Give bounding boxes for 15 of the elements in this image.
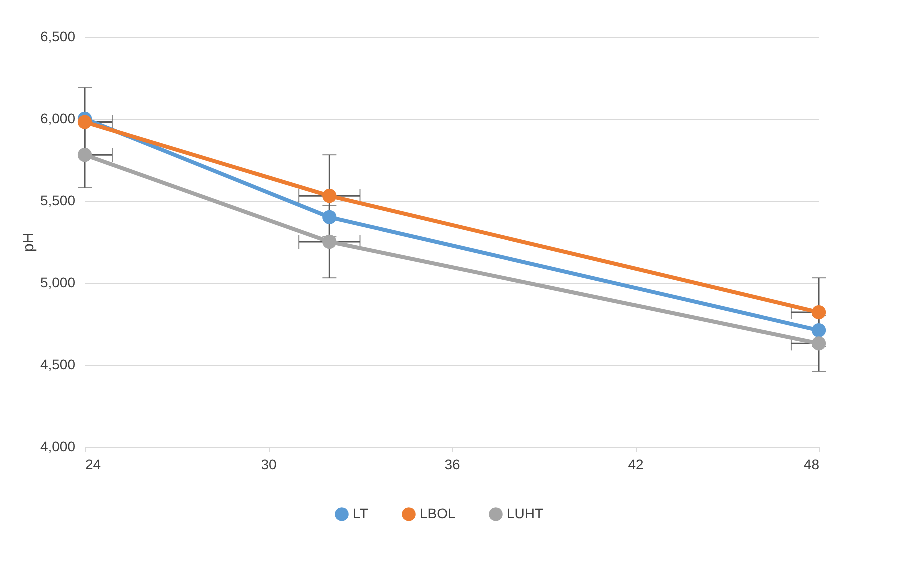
y-tick-label: 6,000 [40, 110, 76, 126]
x-tick-label: 24 [86, 456, 102, 472]
legend-label: LUHT [507, 505, 544, 522]
y-axis-title: pH [20, 232, 38, 252]
y-tick-label: 5,500 [40, 192, 76, 208]
y-tick-label: 4,000 [40, 438, 76, 454]
y-tick-label: 4,500 [40, 356, 76, 372]
x-tick-label: 42 [628, 456, 644, 472]
x-tick-label: 48 [804, 456, 820, 472]
x-tick-label: 36 [444, 456, 460, 472]
y-tick-label: 5,000 [40, 274, 76, 290]
legend-label: LT [353, 505, 369, 522]
legend-label: LBOL [420, 505, 456, 522]
x-tick-label: 30 [261, 456, 277, 472]
y-tick-label: 6,500 [40, 28, 76, 44]
